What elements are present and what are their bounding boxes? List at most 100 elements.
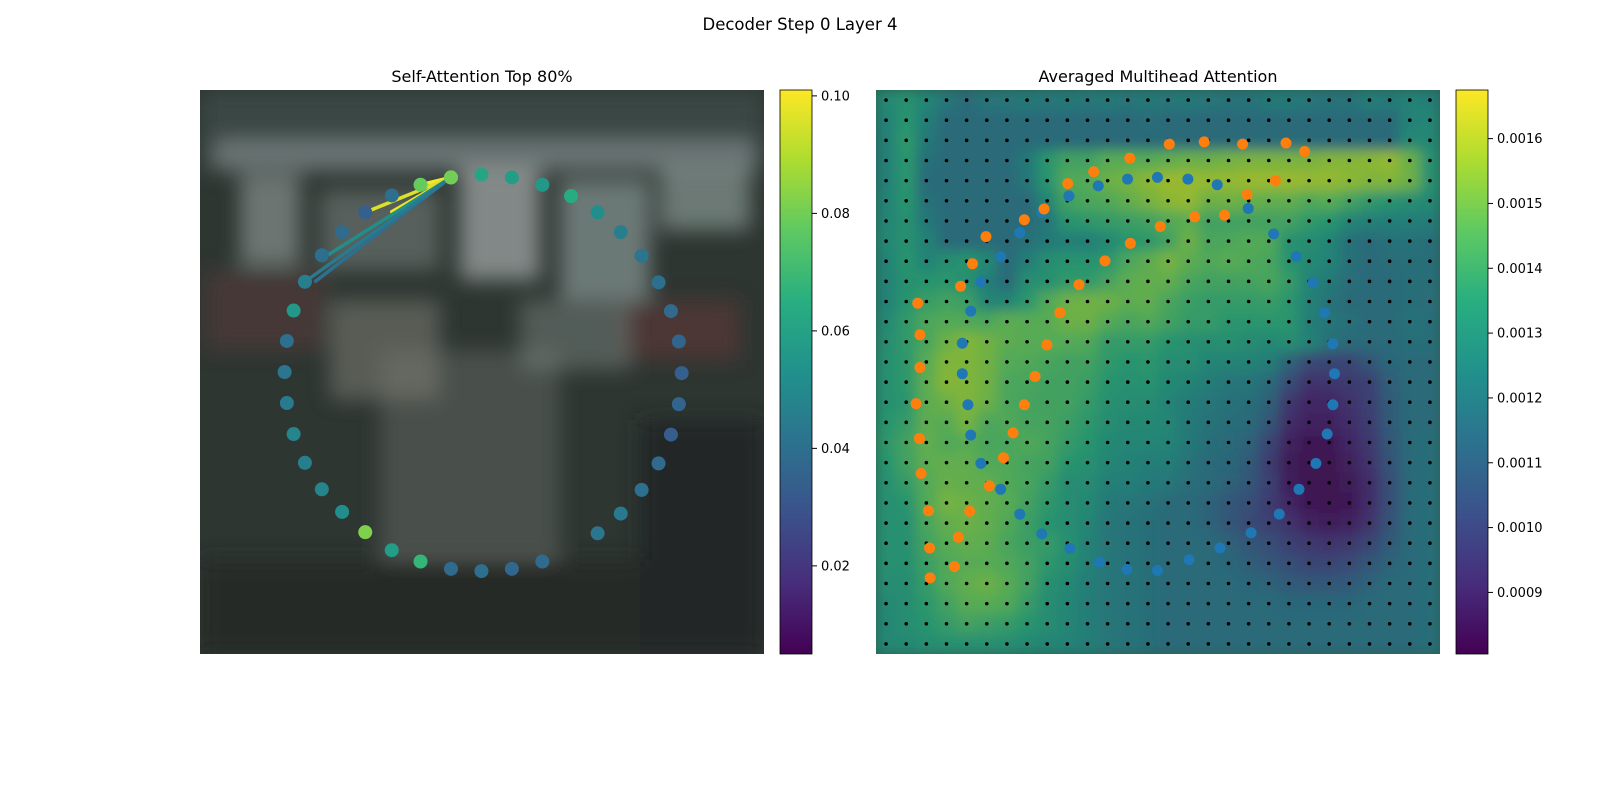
grid-point (904, 319, 909, 324)
grid-point (1327, 480, 1332, 485)
grid-point (884, 420, 888, 425)
grid-point (1105, 118, 1110, 123)
series-0-point-14 (1321, 428, 1333, 440)
grid-point (1407, 158, 1412, 163)
grid-point (1407, 621, 1412, 626)
grid-point (1226, 621, 1231, 626)
grid-point (1206, 299, 1211, 304)
grid-point (964, 138, 969, 143)
grid-point (1428, 561, 1432, 566)
grid-point (1166, 541, 1170, 546)
grid-point (1105, 138, 1110, 143)
grid-point (904, 400, 909, 405)
series-1-point-13 (1124, 237, 1136, 249)
contour-point-17 (590, 526, 605, 541)
grid-point (1166, 219, 1170, 223)
grid-point (1407, 138, 1412, 143)
grid-point (1025, 158, 1029, 163)
grid-point (1307, 198, 1311, 203)
grid-point (1327, 178, 1332, 183)
grid-point (984, 400, 989, 405)
grid-point (1166, 259, 1170, 264)
grid-point (1387, 138, 1392, 143)
grid-point (1146, 501, 1150, 505)
grid-point (904, 642, 909, 646)
grid-point (1347, 480, 1352, 485)
grid-point (964, 460, 969, 465)
grid-point (1005, 400, 1009, 405)
grid-point (1146, 178, 1150, 183)
grid-point (1206, 501, 1211, 505)
grid-point (1146, 621, 1150, 626)
grid-point (1105, 581, 1110, 586)
series-1-point-29 (915, 468, 927, 480)
grid-point (1105, 400, 1110, 405)
grid-point (924, 339, 929, 344)
grid-point (1065, 360, 1070, 364)
grid-point (964, 198, 969, 203)
grid-point (1287, 541, 1291, 546)
grid-point (984, 158, 989, 163)
grid-point (1065, 501, 1070, 505)
grid-point (1206, 400, 1211, 405)
grid-point (1186, 339, 1191, 344)
grid-point (1387, 339, 1392, 344)
contour-point-39 (443, 170, 458, 185)
grid-point (924, 118, 929, 123)
grid-point (1407, 521, 1412, 525)
grid-point (1045, 420, 1050, 425)
grid-point (964, 239, 969, 243)
grid-point (1146, 319, 1150, 324)
series-0-point-25 (1036, 528, 1048, 540)
grid-point (1005, 219, 1009, 223)
grid-point (1266, 400, 1271, 405)
grid-point (1387, 158, 1392, 163)
grid-point (1428, 339, 1432, 344)
grid-point (1065, 98, 1070, 102)
grid-point (1266, 541, 1271, 546)
grid-point (1125, 621, 1130, 626)
grid-point (1407, 259, 1412, 264)
grid-point (1045, 541, 1050, 546)
grid-point (1407, 601, 1412, 606)
grid-point (1025, 239, 1029, 243)
grid-point (1327, 198, 1332, 203)
grid-point (1327, 420, 1332, 425)
grid-point (1065, 158, 1070, 163)
contour-point-38 (413, 177, 428, 192)
grid-point (1206, 178, 1211, 183)
series-0-point-38 (1063, 190, 1075, 202)
grid-point (1327, 561, 1332, 566)
grid-point (904, 178, 909, 183)
grid-point (1025, 198, 1029, 203)
series-1-point-22 (983, 480, 995, 492)
grid-point (1226, 118, 1231, 123)
grid-point (1025, 360, 1029, 364)
grid-point (1327, 118, 1332, 123)
grid-point (904, 521, 909, 525)
grid-point (1085, 118, 1090, 123)
grid-point (884, 279, 888, 284)
grid-point (944, 198, 949, 203)
series-1-point-15 (1073, 279, 1085, 291)
grid-point (1367, 259, 1372, 264)
grid-point (1186, 440, 1191, 445)
grid-point (1065, 521, 1070, 525)
grid-point (1387, 380, 1392, 384)
grid-point (1226, 420, 1231, 425)
grid-point (1387, 98, 1392, 102)
grid-point (904, 561, 909, 566)
grid-point (924, 158, 929, 163)
self-attention-panel: Self-Attention Top 80% (200, 67, 850, 655)
grid-point (1125, 521, 1130, 525)
grid-point (1246, 541, 1251, 546)
grid-point (1428, 621, 1432, 626)
grid-point (1186, 642, 1191, 646)
grid-point (984, 420, 989, 425)
grid-point (944, 460, 949, 465)
grid-point (1287, 561, 1291, 566)
grid-point (1125, 460, 1130, 465)
contour-point-34 (314, 248, 329, 263)
grid-point (1428, 239, 1432, 243)
averaged-attention-panel: Averaged Multihead Attention 0.0009 0.001… (876, 67, 1543, 655)
